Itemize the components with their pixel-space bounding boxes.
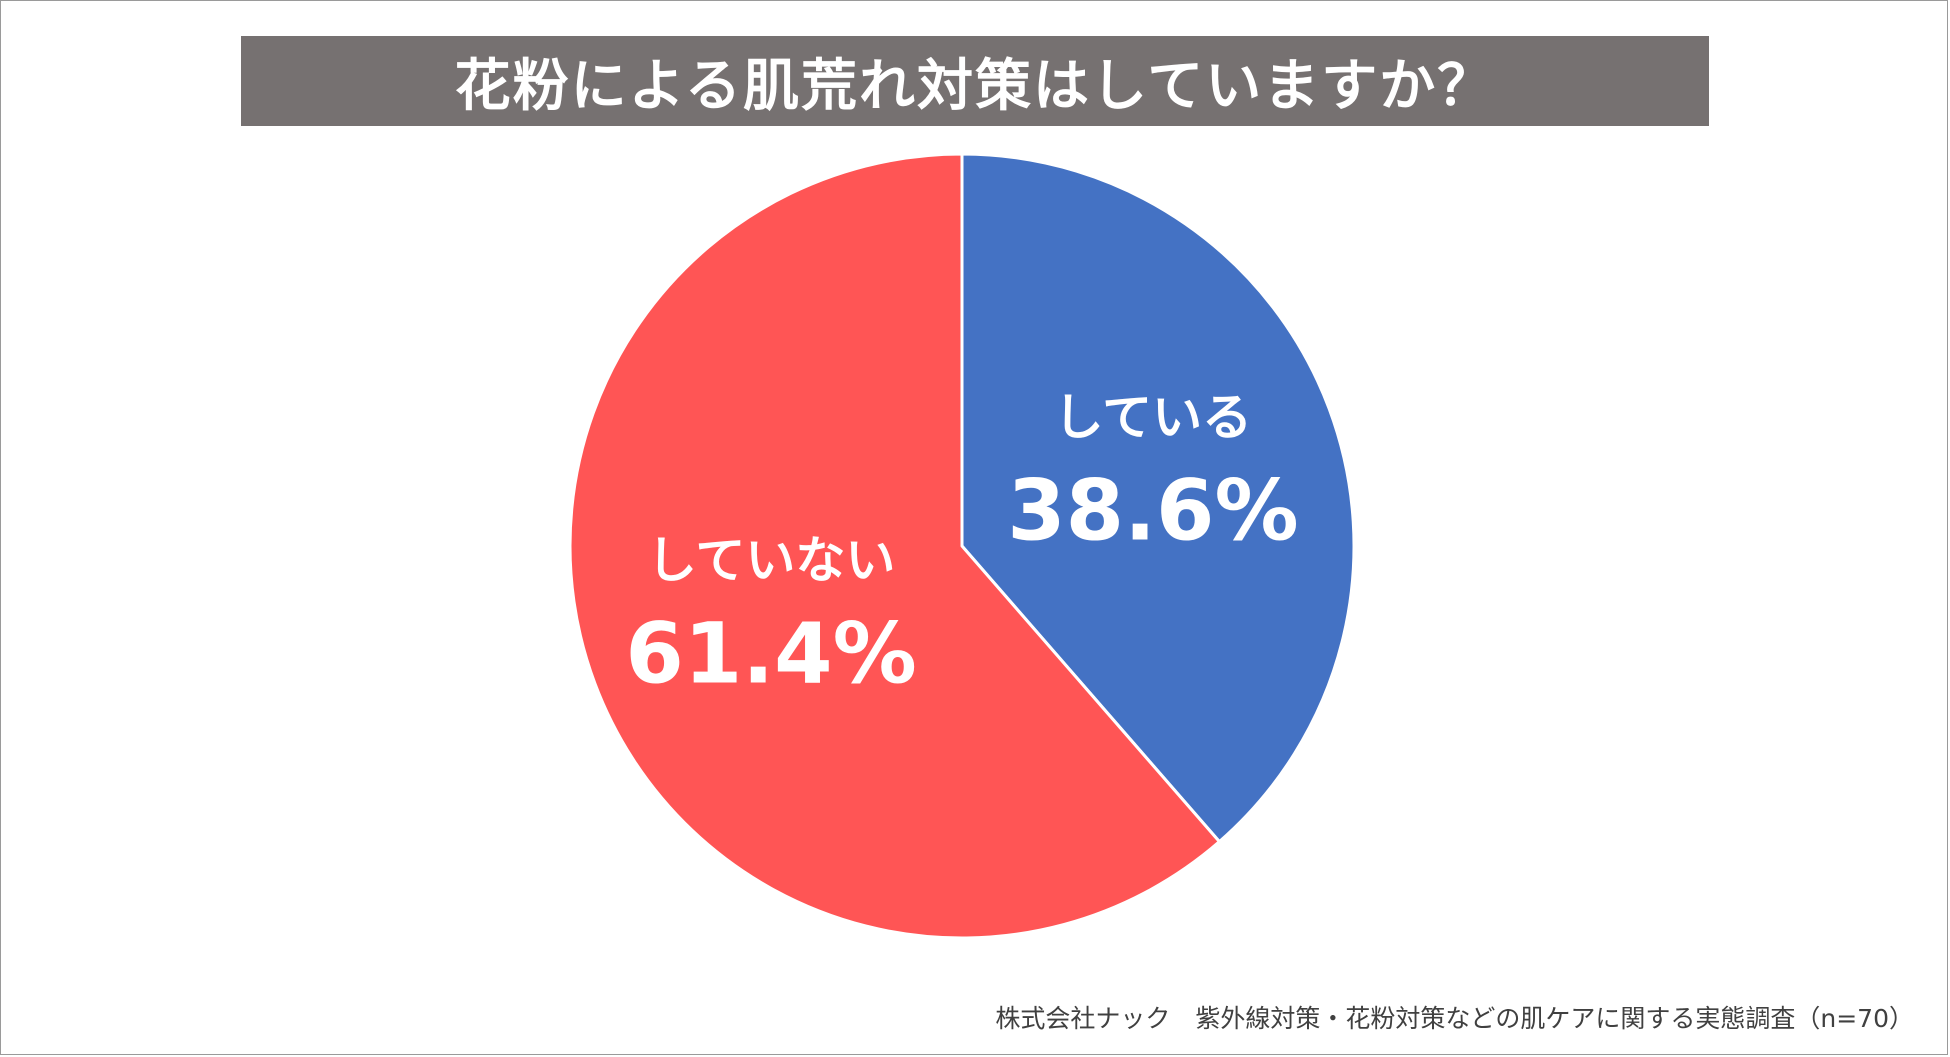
slice-value-1: 38.6% (1007, 462, 1298, 560)
slice-label-1: している (1054, 389, 1253, 447)
slice-value-2: 61.4% (625, 604, 916, 702)
source-note: 株式会社ナック 紫外線対策・花粉対策などの肌ケアに関する実態調査（n=70） (995, 1004, 1914, 1033)
title-banner: 花粉による肌荒れ対策はしていますか？ (241, 36, 1709, 126)
pie-slice-2 (568, 152, 1221, 940)
slice-label-2: していない (647, 531, 896, 589)
chart-title: 花粉による肌荒れ対策はしていますか？ (454, 53, 1496, 119)
pie-slice-1 (960, 152, 1356, 844)
